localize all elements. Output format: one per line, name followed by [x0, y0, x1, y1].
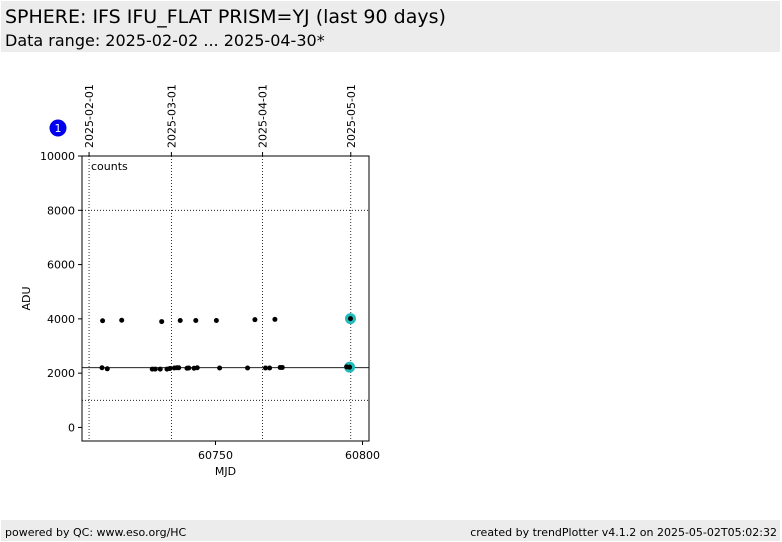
data-point	[272, 316, 278, 322]
page-title: SPHERE: IFS IFU_FLAT PRISM=YJ (last 90 d…	[5, 6, 446, 28]
data-point	[347, 316, 353, 322]
data-point	[104, 366, 110, 372]
data-point	[99, 365, 105, 371]
data-range-subtitle: Data range: 2025-02-02 ... 2025-04-30*	[5, 31, 325, 50]
data-point	[186, 365, 192, 371]
powered-by-text: powered by QC: www.eso.org/HC	[5, 526, 187, 539]
y-tick-label: 2000	[47, 367, 75, 380]
data-point	[347, 364, 353, 370]
data-point	[213, 317, 219, 323]
data-point	[176, 365, 182, 371]
plot-frame	[81, 155, 370, 442]
data-point	[152, 366, 158, 372]
y-tick-label: 6000	[47, 259, 75, 272]
data-point	[267, 365, 273, 371]
header-bar: SPHERE: IFS IFU_FLAT PRISM=YJ (last 90 d…	[1, 1, 780, 52]
created-by-text: created by trendPlotter v4.1.2 on 2025-0…	[470, 526, 777, 539]
y-axis-label: ADU	[20, 286, 33, 310]
data-point	[252, 317, 258, 323]
date-tick-label: 2025-04-01	[257, 84, 270, 148]
y-tick-label: 8000	[47, 204, 75, 217]
panel-number: 1	[55, 122, 62, 135]
data-point	[159, 319, 165, 325]
data-point	[217, 365, 223, 371]
data-point	[194, 365, 200, 371]
y-tick-label: 10000	[40, 150, 75, 163]
date-tick-label: 2025-02-01	[83, 84, 96, 148]
counts-annotation: counts	[91, 160, 128, 173]
data-point	[177, 317, 183, 323]
data-point	[262, 365, 268, 371]
x-tick-label: 60750	[198, 449, 233, 462]
footer-bar: powered by QC: www.eso.org/HC created by…	[1, 520, 780, 541]
data-point	[167, 366, 173, 372]
data-point	[157, 366, 163, 372]
x-axis-label: MJD	[215, 465, 236, 478]
data-point	[100, 318, 106, 324]
data-point	[279, 364, 285, 370]
data-point	[193, 317, 199, 323]
data-point	[245, 365, 251, 371]
y-tick-label: 4000	[47, 313, 75, 326]
date-tick-label: 2025-05-01	[345, 84, 358, 148]
y-tick-label: 0	[68, 421, 75, 434]
data-point	[119, 317, 125, 323]
x-tick-label: 60800	[345, 449, 380, 462]
panel-number-badge: 1	[49, 119, 67, 137]
date-tick-label: 2025-03-01	[165, 84, 178, 148]
